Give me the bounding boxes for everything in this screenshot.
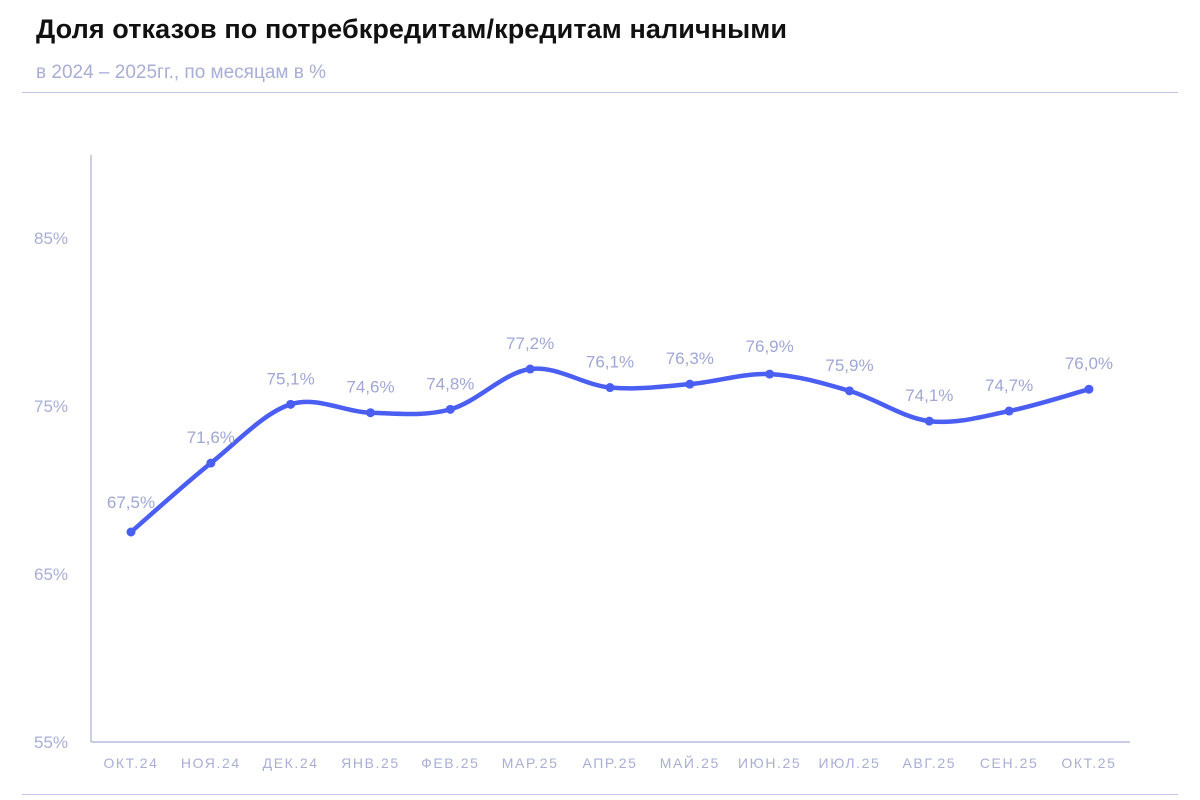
x-tick-label: ДЕК.24 <box>263 755 319 771</box>
y-tick-label: 85% <box>34 229 68 248</box>
data-point <box>924 416 934 426</box>
data-labels: 67,5% 71,6% 75,1% 74,6% 74,8% 77,2% 76,1% 76,3%… <box>107 334 1113 512</box>
data-label: 76,0% <box>1065 354 1113 373</box>
y-tick-label: 75% <box>34 397 68 416</box>
data-label: 74,7% <box>985 376 1033 395</box>
data-label: 74,6% <box>346 378 394 397</box>
data-point <box>126 527 136 537</box>
x-tick-label: ЯНВ.25 <box>341 755 400 771</box>
data-point <box>844 386 854 396</box>
x-tick-label: АПР.25 <box>582 755 637 771</box>
data-label: 74,1% <box>905 386 953 405</box>
data-point <box>1004 406 1014 416</box>
data-point <box>765 369 775 379</box>
y-tick-label: 65% <box>34 565 68 584</box>
x-tick-label: ФЕВ.25 <box>421 755 479 771</box>
data-point <box>286 399 296 409</box>
data-label: 77,2% <box>506 334 554 353</box>
x-tick-label: СЕН.25 <box>980 755 1039 771</box>
data-point <box>1084 384 1094 394</box>
bottom-divider <box>22 794 1178 795</box>
data-point <box>685 379 695 389</box>
x-tick-label: ОКТ.25 <box>1061 755 1116 771</box>
data-point <box>445 404 455 414</box>
chart-axes <box>90 155 1130 743</box>
x-tick-label: НОЯ.24 <box>181 755 241 771</box>
data-label: 76,9% <box>746 337 794 356</box>
data-label: 76,1% <box>586 353 634 372</box>
x-tick-label: ОКТ.24 <box>103 755 158 771</box>
top-divider <box>22 92 1178 93</box>
data-point <box>206 458 216 468</box>
x-tick-label: МАР.25 <box>502 755 559 771</box>
x-tick-label: МАЙ.25 <box>660 754 720 771</box>
data-label: 75,9% <box>825 356 873 375</box>
y-axis-ticks: 55% 65% 75% 85% <box>34 229 68 752</box>
data-label: 74,8% <box>426 374 474 393</box>
data-label: 75,1% <box>267 369 315 388</box>
x-tick-label: ИЮЛ.25 <box>819 755 881 771</box>
chart-subtitle: в 2024 – 2025гг., по месяцам в % <box>36 62 327 83</box>
data-label: 71,6% <box>187 428 235 447</box>
data-point <box>525 364 535 374</box>
x-tick-label: ИЮН.25 <box>738 755 801 771</box>
chart-title: Доля отказов по потребкредитам/кредитам … <box>36 14 788 44</box>
data-points <box>126 364 1094 537</box>
data-point <box>605 383 615 393</box>
data-label: 67,5% <box>107 493 155 512</box>
y-tick-label: 55% <box>34 733 68 752</box>
x-tick-label: АВГ.25 <box>902 755 956 771</box>
data-point <box>365 408 375 418</box>
x-axis-ticks: ОКТ.24 НОЯ.24 ДЕК.24 ЯНВ.25 ФЕВ.25 МАР.25 АПР.… <box>103 754 1116 771</box>
data-label: 76,3% <box>666 349 714 368</box>
